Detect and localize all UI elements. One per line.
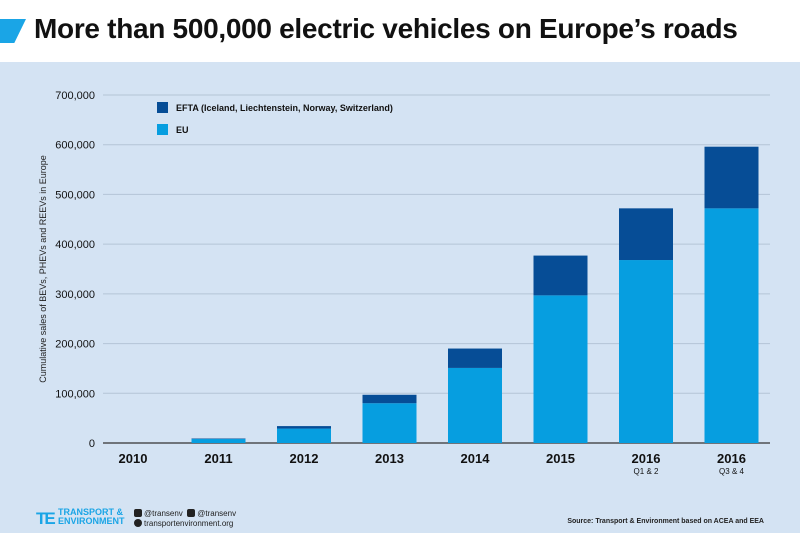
y-axis-label: Cumulative sales of BEVs, PHEVs and REEV…: [38, 155, 48, 383]
x-tick-label: 2012: [290, 451, 319, 466]
legend-label: EU: [176, 125, 189, 135]
bar-segment-eu: [448, 367, 502, 443]
y-tick-label: 0: [89, 438, 95, 450]
bar-segment-efta: [704, 146, 759, 209]
x-tick-label: 2016: [632, 451, 661, 466]
x-tick-label: 2016: [717, 451, 746, 466]
y-tick-label: 700,000: [55, 90, 95, 102]
legend-swatch: [157, 102, 168, 113]
x-tick-sublabel: Q3 & 4: [719, 467, 744, 476]
bar-segment-eu: [619, 260, 673, 443]
x-tick-label: 2015: [546, 451, 575, 466]
te-logo-text: TRANSPORT & ENVIRONMENT: [58, 508, 125, 526]
globe-icon: [134, 519, 142, 527]
bar-segment-efta: [448, 348, 502, 368]
y-tick-label: 500,000: [55, 189, 95, 201]
bar-segment-efta: [533, 255, 588, 296]
bar-segment-efta: [277, 426, 331, 429]
y-tick-label: 400,000: [55, 239, 95, 251]
x-tick-label: 2014: [461, 451, 491, 466]
footer-social: @transenv @transenv transportenvironment…: [134, 509, 236, 529]
bar-segment-efta: [619, 208, 673, 261]
logo-line-1: TRANSPORT &: [58, 507, 123, 517]
y-tick-label: 600,000: [55, 140, 95, 152]
twitter-handle[interactable]: @transenv: [144, 509, 183, 518]
logo-line-2: ENVIRONMENT: [58, 516, 125, 526]
title-accent-shape: [0, 19, 26, 43]
bar-segment-eu: [362, 403, 417, 443]
x-tick-label: 2010: [119, 451, 148, 466]
facebook-icon: [187, 509, 196, 517]
bar-segment-eu: [704, 208, 759, 443]
chart-title: More than 500,000 electric vehicles on E…: [34, 13, 738, 44]
twitter-icon: [134, 509, 142, 517]
legend-label: EFTA (Iceland, Liechtenstein, Norway, Sw…: [176, 103, 393, 113]
x-tick-sublabel: Q1 & 2: [634, 467, 659, 476]
website-link[interactable]: transportenvironment.org: [144, 519, 234, 528]
facebook-handle[interactable]: @transenv: [197, 509, 237, 518]
y-tick-label: 100,000: [55, 388, 95, 400]
bar-segment-eu: [191, 439, 246, 443]
y-tick-label: 200,000: [55, 339, 95, 351]
bar-segment-efta: [362, 394, 417, 404]
source-note: Source: Transport & Environment based on…: [567, 518, 764, 525]
title-bar: More than 500,000 electric vehicles on E…: [0, 0, 800, 62]
legend-swatch: [157, 124, 168, 135]
bar-segment-eu: [533, 295, 588, 443]
te-logo-icon: TE: [36, 509, 56, 528]
x-tick-label: 2013: [375, 451, 404, 466]
y-tick-label: 300,000: [55, 289, 95, 301]
x-tick-label: 2011: [204, 451, 232, 466]
stacked-bar-chart: 0 100,000 200,000 300,000 400,000 500,000 600,…: [38, 90, 770, 476]
bar-segment-eu: [277, 428, 331, 443]
